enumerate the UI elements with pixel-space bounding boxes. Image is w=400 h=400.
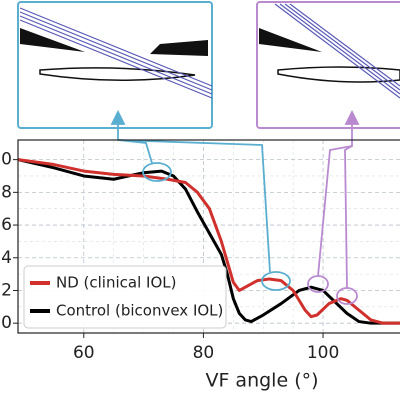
y-tick-label: 0.0 <box>0 313 12 333</box>
y-tick-label: 0.8 <box>0 182 12 202</box>
y-tick-label: 1.0 <box>0 150 12 170</box>
x-tick-label: 60 <box>73 343 95 363</box>
inset-purple <box>256 1 400 129</box>
x-tick-label: 100 <box>307 343 339 363</box>
inset-blue <box>17 1 213 129</box>
y-tick-label: 0.4 <box>0 248 12 268</box>
y-tick-label: 0.6 <box>0 215 12 235</box>
plot-frame <box>17 139 400 334</box>
y-tick-label: 0.2 <box>0 280 12 300</box>
line <box>18 158 400 325</box>
x-axis-label: VF angle (°) <box>205 370 318 392</box>
legend: ND (clinical IOL) Control (biconvex IOL) <box>23 265 227 329</box>
line <box>18 158 400 325</box>
callout-purple <box>307 109 360 305</box>
legend-label: Control (biconvex IOL) <box>56 302 223 320</box>
callout-blue <box>110 109 291 291</box>
x-tick-label: 80 <box>193 343 215 363</box>
legend-label: ND (clinical IOL) <box>56 274 176 292</box>
